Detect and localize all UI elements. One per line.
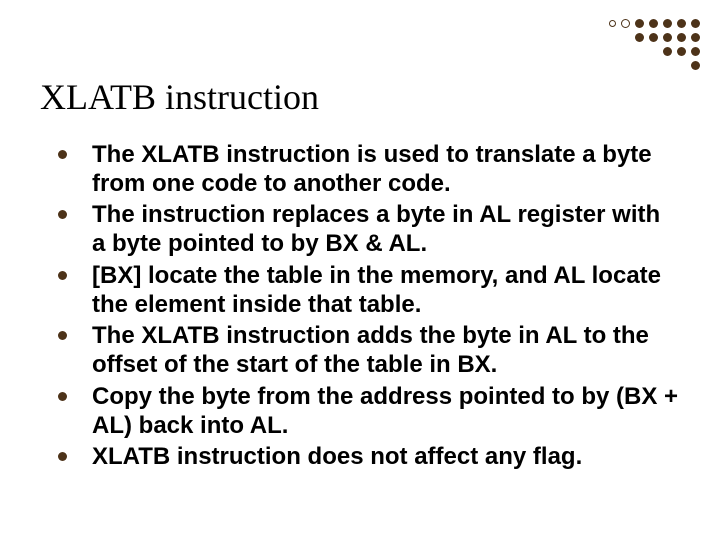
bullet-item: The XLATB instruction is used to transla… [58, 140, 680, 199]
slide: XLATB instruction The XLATB instruction … [0, 0, 720, 540]
bullet-list: The XLATB instruction is used to transla… [40, 140, 680, 472]
corner-dot-decoration [604, 16, 702, 72]
bullet-item: The instruction replaces a byte in AL re… [58, 200, 680, 259]
bullet-item: XLATB instruction does not affect any fl… [58, 442, 680, 471]
bullet-item: [BX] locate the table in the memory, and… [58, 261, 680, 320]
slide-title: XLATB instruction [40, 78, 680, 118]
bullet-item: Copy the byte from the address pointed t… [58, 382, 680, 441]
bullet-item: The XLATB instruction adds the byte in A… [58, 321, 680, 380]
